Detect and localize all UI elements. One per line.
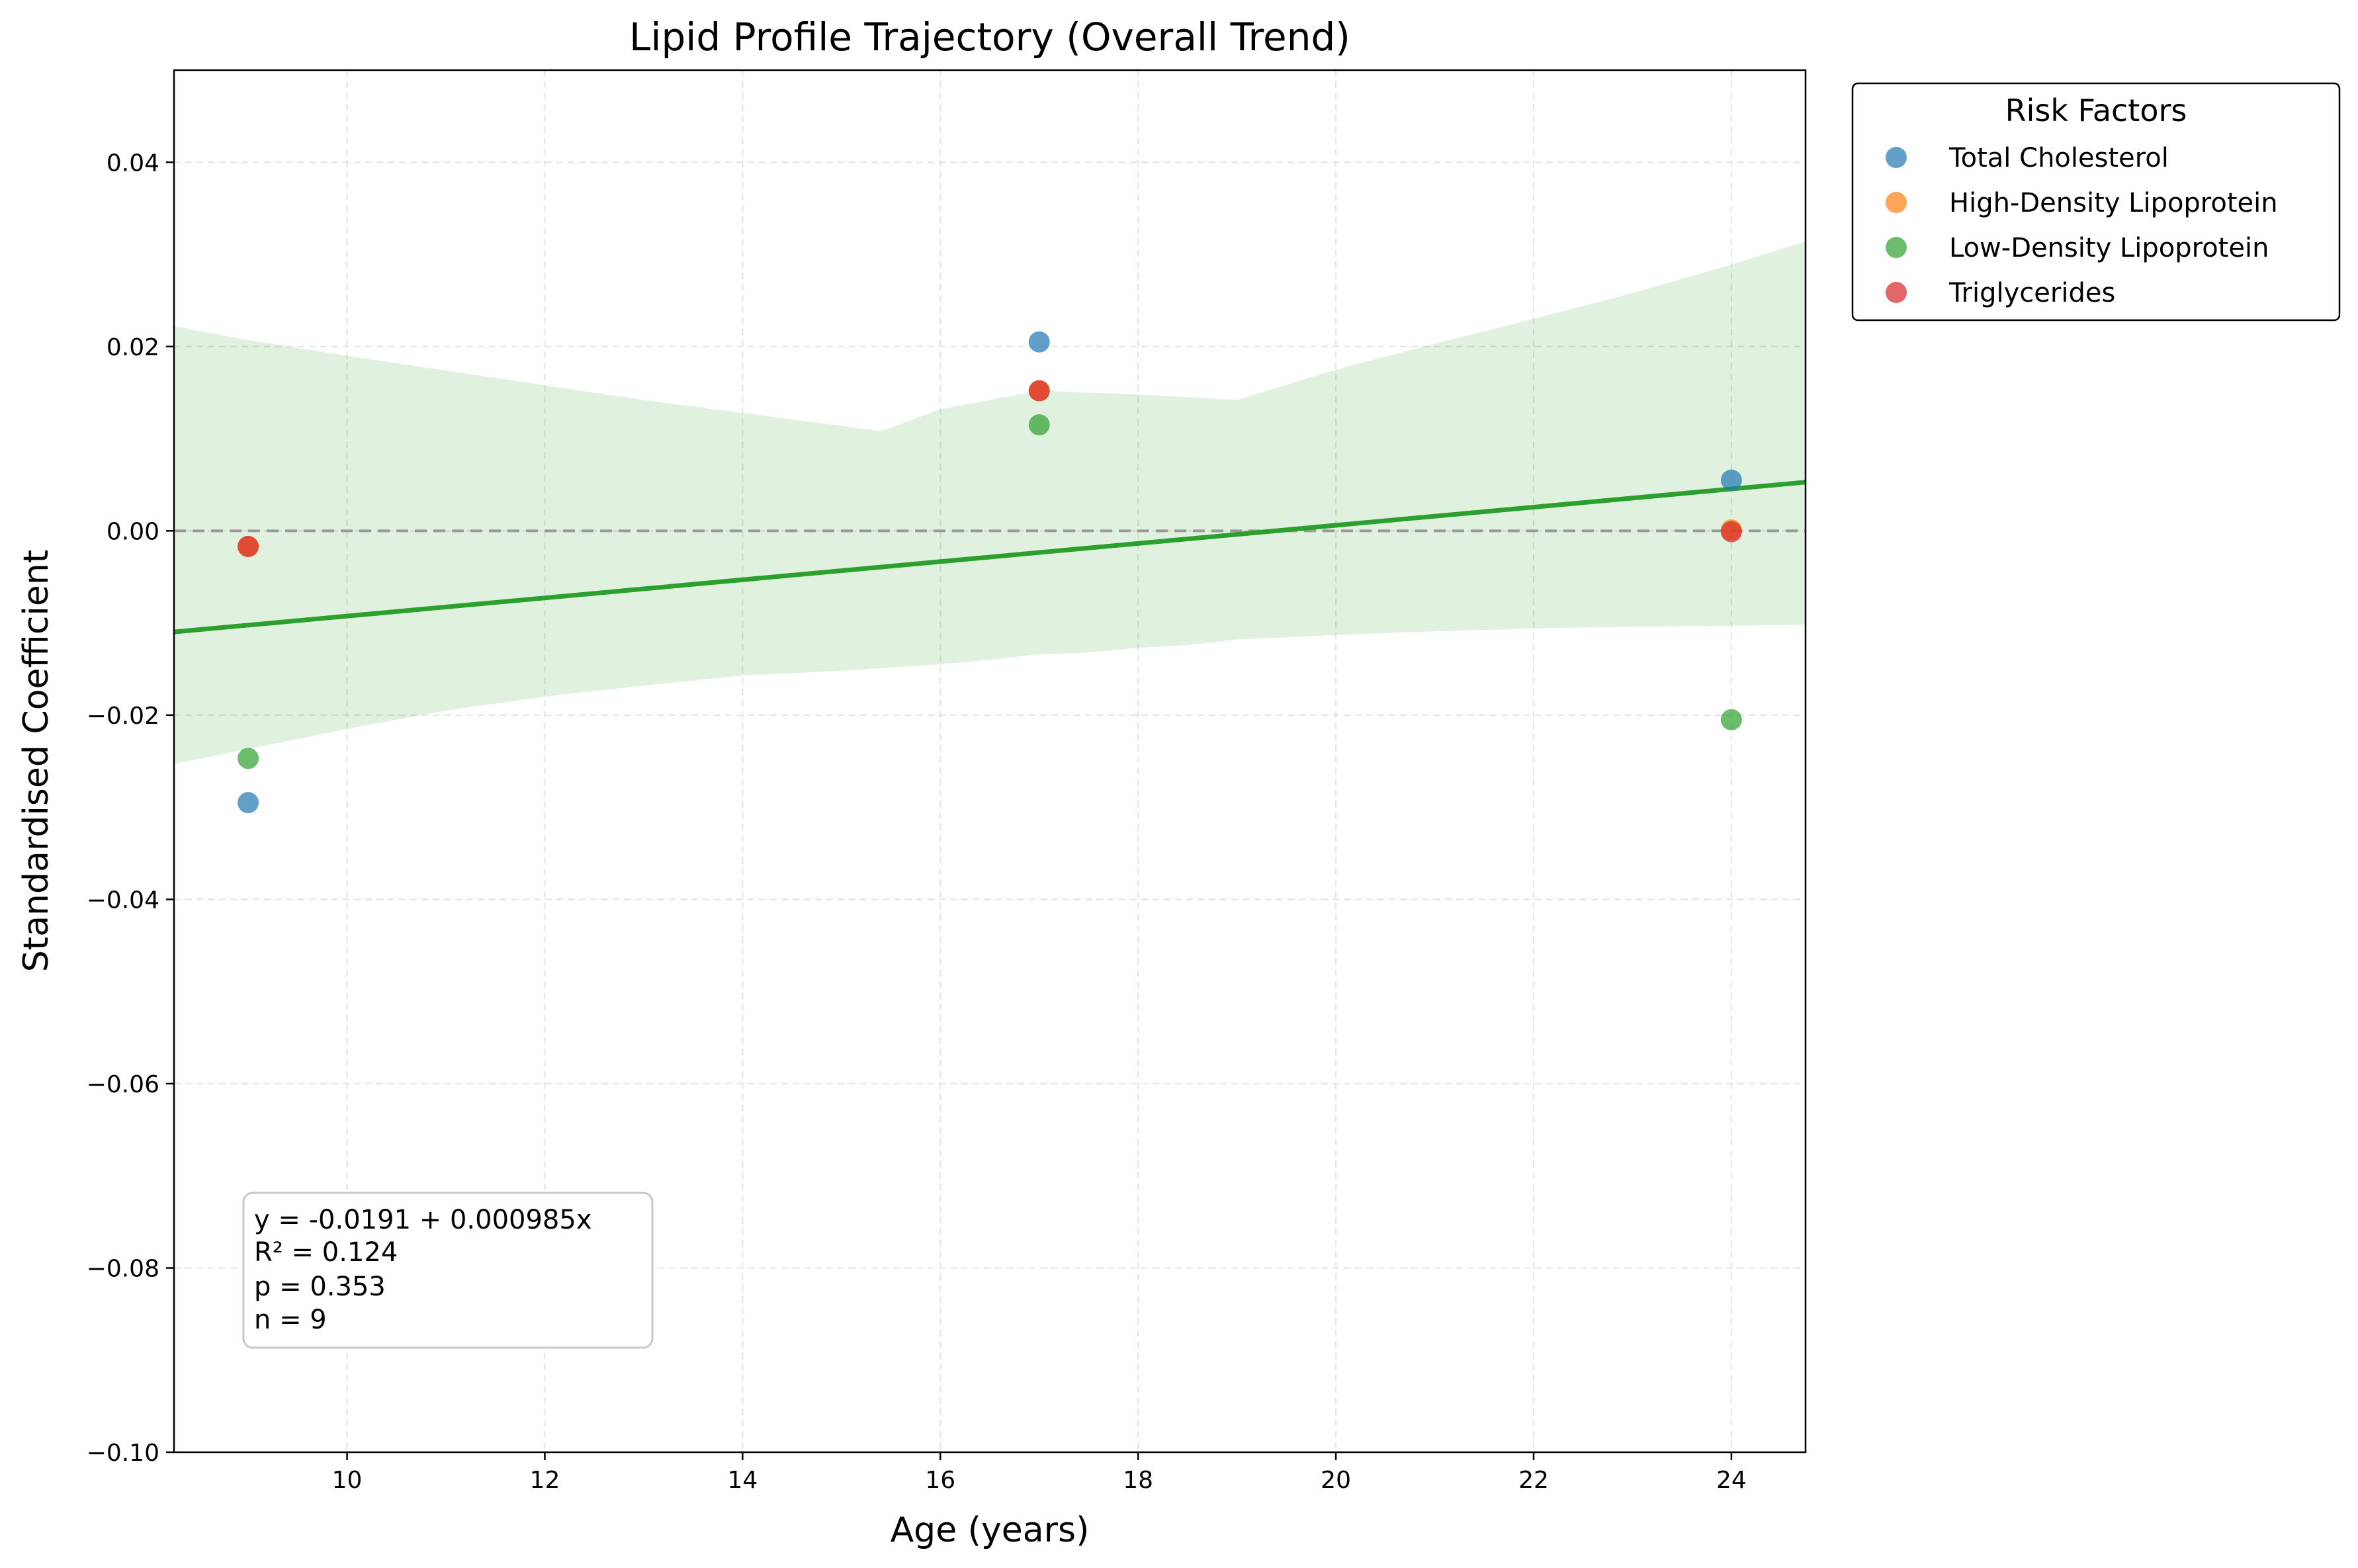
x-axis-ticks: 10 12 14 16 18 20 22 24 [332, 1452, 1747, 1494]
y-tick-label: 0.00 [107, 518, 159, 545]
point-triglycerides [1720, 521, 1742, 543]
stats-n: n = 9 [254, 1305, 327, 1335]
y-tick-label: −0.06 [87, 1071, 159, 1098]
x-tick-label: 14 [727, 1467, 758, 1494]
legend-marker-high-density-lipoprotein [1886, 192, 1907, 213]
legend-items: Total Cholesterol High-Density Lipoprotei… [1886, 143, 2278, 308]
stats-box-frame [242, 1192, 654, 1349]
stats-p-value: p = 0.353 [254, 1272, 386, 1302]
y-tick-label: −0.08 [87, 1255, 159, 1282]
legend-label-triglycerides: Triglycerides [1948, 278, 2115, 308]
x-tick-label: 20 [1321, 1467, 1351, 1494]
legend-title: Risk Factors [2005, 93, 2187, 128]
legend-label-total-cholesterol: Total Cholesterol [1948, 143, 2169, 173]
legend-marker-triglycerides [1886, 282, 1907, 303]
y-tick-label: −0.04 [87, 887, 159, 914]
point-triglycerides [1028, 380, 1050, 402]
x-tick-label: 16 [925, 1467, 955, 1494]
legend-marker-low-density-lipoprotein [1886, 237, 1907, 258]
x-tick-label: 24 [1716, 1467, 1747, 1494]
y-axis-ticks: −0.10 −0.08 −0.06 −0.04 −0.02 0.00 0.02 0.04 [87, 150, 174, 1467]
confidence-band-area [174, 241, 1806, 764]
x-tick-label: 18 [1123, 1467, 1153, 1494]
chart-title: Lipid Profile Trajectory (Overall Trend) [629, 15, 1350, 60]
legend-label-low-density-lipoprotein: Low-Density Lipoprotein [1949, 233, 2269, 263]
y-tick-label: −0.10 [87, 1440, 159, 1467]
point-low-density-lipoprotein [238, 748, 259, 769]
stats-equation: y = -0.0191 + 0.000985x [254, 1205, 592, 1235]
stats-r-squared: R² = 0.124 [254, 1237, 398, 1268]
y-axis-label: Standardised Coefficient [17, 550, 56, 972]
legend: Risk Factors Total Cholesterol High-Densi… [1851, 82, 2341, 322]
point-low-density-lipoprotein [1028, 414, 1050, 436]
x-tick-label: 10 [332, 1467, 363, 1494]
trend [173, 480, 1806, 634]
y-tick-label: 0.04 [107, 150, 159, 177]
x-tick-label: 22 [1518, 1467, 1549, 1494]
confidence-band [174, 241, 1806, 764]
data-points [238, 331, 1742, 814]
regression-stats-box: y = -0.0191 + 0.000985x R² = 0.124 p = 0… [242, 1192, 654, 1349]
point-total-cholesterol [1028, 331, 1050, 353]
x-axis-label: Age (years) [891, 1510, 1090, 1550]
legend-marker-total-cholesterol [1886, 147, 1907, 168]
point-triglycerides [238, 536, 259, 558]
point-low-density-lipoprotein [1720, 709, 1742, 730]
plot-frame [173, 69, 1807, 1454]
point-total-cholesterol [238, 792, 259, 814]
trend-line [173, 480, 1806, 634]
legend-frame [1851, 82, 2341, 322]
point-total-cholesterol [1720, 469, 1742, 491]
y-tick-label: −0.02 [87, 703, 159, 730]
x-tick-label: 12 [530, 1467, 560, 1494]
y-tick-label: 0.02 [107, 334, 159, 361]
legend-label-high-density-lipoprotein: High-Density Lipoprotein [1949, 188, 2278, 218]
